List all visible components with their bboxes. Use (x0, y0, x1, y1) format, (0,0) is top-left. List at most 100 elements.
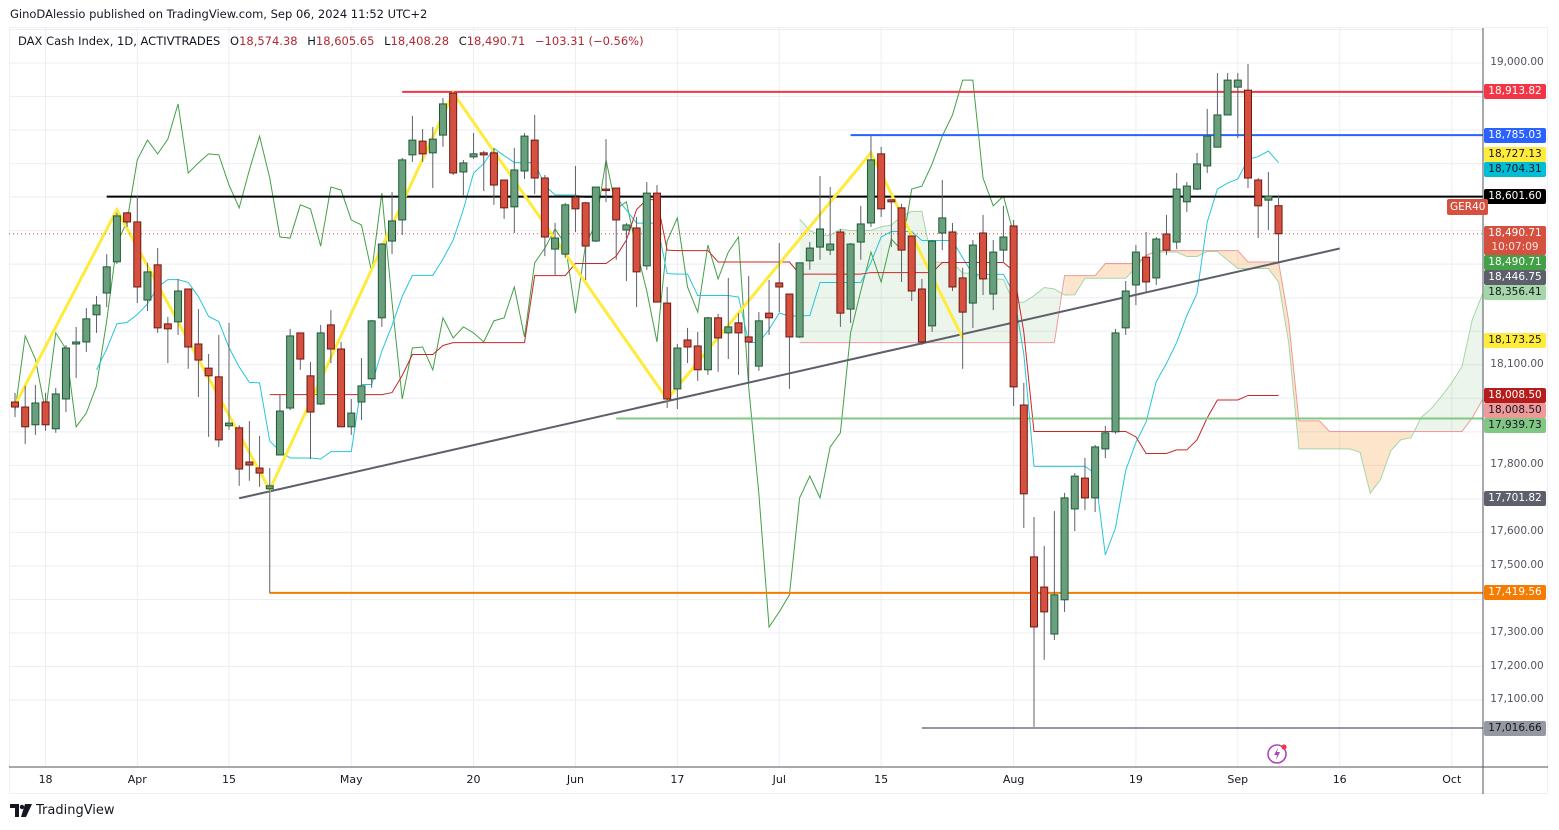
candle-down (887, 199, 896, 203)
cloud-segment (870, 226, 882, 343)
candle-up (928, 240, 937, 327)
candle-up (408, 139, 417, 156)
leading-span-a-line (799, 210, 1483, 495)
cloud-segment (820, 235, 831, 343)
cloud-segment (1115, 263, 1126, 279)
candle-up (642, 192, 651, 267)
candle-up (551, 237, 560, 250)
candle-up (826, 243, 835, 251)
candle-down (11, 401, 19, 408)
tradingview-logo[interactable]: TradingView (10, 803, 115, 818)
price-level-label: 18,601.60 (1484, 189, 1546, 205)
ohlc-legend: DAX Cash Index, 1D, ACTIVTRADES O18,574.… (18, 34, 644, 48)
candle-down (632, 227, 641, 273)
candle-up (469, 153, 478, 158)
price-level-label: 18,727.13 (1484, 146, 1546, 162)
candle-up (1131, 251, 1140, 286)
price-label-text: 17,016.66 (1488, 721, 1542, 734)
candle-up (51, 393, 60, 430)
candle-down (765, 312, 774, 319)
candle-down (163, 323, 172, 330)
candle-down (602, 188, 611, 192)
candle-down (958, 277, 967, 313)
cloud-segment (1309, 420, 1320, 449)
cloud-segment (1105, 263, 1116, 279)
candle-up (1223, 79, 1232, 116)
candle-up (1213, 114, 1222, 148)
candle-down (683, 339, 692, 348)
time-tick-label: Aug (1002, 773, 1025, 786)
candle-up (520, 135, 529, 172)
price-tick-label: 17,300.00 (1490, 626, 1544, 638)
candle-down (337, 348, 346, 428)
price-tick-label: 17,600.00 (1490, 525, 1544, 538)
candle-down (1274, 205, 1283, 235)
price-label-text: 18,008.50 (1488, 388, 1542, 401)
candle-up (438, 103, 447, 136)
cloud-segment (1278, 262, 1289, 344)
price-label-text: 18,704.31 (1488, 162, 1542, 175)
time-tick-label: 15 (874, 773, 889, 786)
candle-down (744, 336, 753, 343)
cloud-segment (1227, 250, 1238, 269)
price-level-label: 17,939.73 (1484, 417, 1546, 433)
candle-up (388, 220, 397, 242)
candle-down (449, 92, 458, 174)
tradingview-logo-text: TradingView (36, 803, 115, 818)
open-value: 18,574.38 (239, 34, 298, 48)
candle-up (224, 422, 233, 427)
candle-down (153, 264, 162, 329)
cloud-segment (1237, 250, 1248, 269)
cloud-segment (1064, 275, 1075, 296)
cloud-segment (1421, 408, 1432, 432)
price-level-label: 18,704.31 (1484, 161, 1546, 177)
cloud-segment (1339, 431, 1350, 449)
candle-up (1264, 195, 1273, 201)
price-label-text: 18,446.75 (1488, 271, 1542, 284)
candle-up (1091, 446, 1100, 499)
price-label-text: 18,008.50 (1488, 403, 1542, 416)
candle-up (816, 228, 825, 248)
candle-up (795, 262, 804, 338)
candle-down (41, 401, 50, 426)
price-level-label: 17,016.66 (1484, 720, 1546, 736)
candle-down (1009, 225, 1018, 388)
candle-down (194, 343, 203, 361)
candle-down (917, 288, 926, 343)
cloud-segment (1298, 420, 1310, 449)
cloud-segment (1268, 262, 1279, 283)
price-level-label: 17,419.56 (1484, 585, 1546, 601)
price-tick-label: 18,100.00 (1490, 357, 1544, 370)
candle-up (31, 402, 40, 426)
price-label-text: 17,419.56 (1488, 586, 1542, 599)
candle-down (306, 375, 315, 413)
cloud-segment (1329, 431, 1340, 449)
cloud-segment (1084, 275, 1096, 279)
candle-up (377, 243, 386, 319)
candle-down (540, 177, 549, 238)
candle-up (805, 247, 814, 262)
candle-up (673, 347, 682, 390)
price-label-text: 18,490.71 (1488, 227, 1542, 240)
base-line (269, 199, 1279, 454)
candle-up (1111, 332, 1120, 433)
candle-down (1243, 89, 1252, 179)
price-tick-label: 17,100.00 (1490, 693, 1544, 706)
tradingview-logo-icon (10, 804, 32, 817)
candle-up (938, 217, 947, 234)
candle-up (724, 326, 733, 334)
candle-up (999, 236, 1008, 251)
time-tick-label: Jun (566, 773, 585, 786)
events-lightning-icon[interactable] (1266, 742, 1290, 770)
high-value: 18,605.65 (315, 34, 375, 48)
candle-up (398, 159, 407, 221)
candle-down (296, 332, 305, 360)
cloud-segment (1451, 366, 1462, 432)
candle-down (1030, 556, 1038, 628)
symbol-tag: GER40 (1447, 199, 1489, 215)
candle-up (367, 320, 376, 380)
candle-up (92, 304, 101, 316)
candle-down (785, 293, 794, 338)
time-tick-label: Oct (1442, 773, 1462, 786)
